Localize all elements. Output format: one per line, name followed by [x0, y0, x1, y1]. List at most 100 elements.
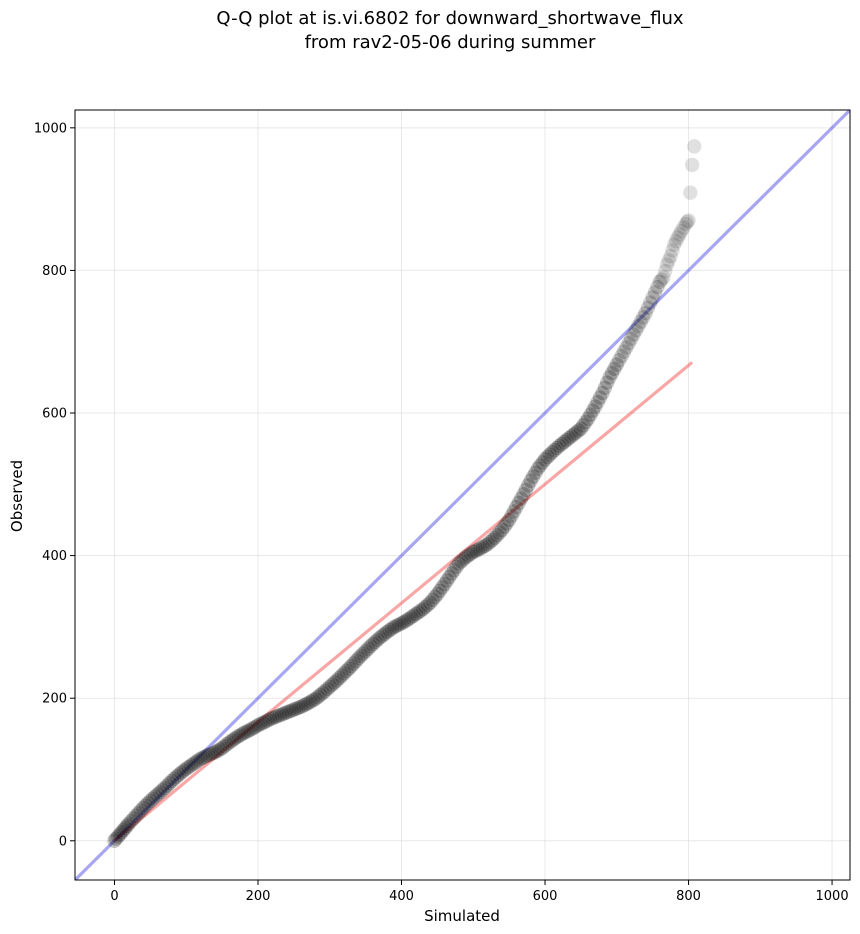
- qq-point: [257, 714, 273, 729]
- qq-point: [389, 618, 404, 633]
- qq-point: [147, 789, 163, 804]
- qq-point: [564, 429, 579, 444]
- qq-point: [576, 418, 591, 433]
- qq-point: [375, 628, 390, 643]
- qq-point: [200, 748, 215, 763]
- qq-point: [442, 569, 457, 585]
- qq-point: [229, 730, 244, 745]
- qq-point: [525, 469, 541, 484]
- qq-point: [394, 616, 409, 631]
- qq-point: [322, 679, 337, 694]
- qq-point: [267, 710, 282, 725]
- qq-point: [626, 327, 641, 342]
- qq-point: [324, 677, 340, 692]
- qq-point: [666, 237, 682, 252]
- qq-point: [226, 731, 242, 747]
- qq-point: [339, 663, 354, 679]
- qq-point: [468, 543, 483, 559]
- qq-point: [308, 691, 323, 707]
- qq-point: [475, 539, 491, 555]
- qq-point: [152, 785, 168, 800]
- x-tick-label: 600: [533, 889, 558, 904]
- qq-point: [277, 706, 292, 721]
- qq-point: [559, 432, 574, 448]
- qq-point: [236, 725, 251, 741]
- qq-point: [183, 758, 199, 773]
- qq-point: [382, 623, 397, 638]
- qq-point: [243, 722, 259, 737]
- qq-point: [312, 687, 328, 703]
- qq-point: [663, 248, 678, 264]
- qq-point: [291, 700, 306, 715]
- qq-point: [439, 573, 455, 588]
- quantile-points: [107, 139, 702, 848]
- qq-point: [554, 436, 569, 452]
- plot-frame: [74, 109, 851, 881]
- qq-point: [372, 630, 388, 645]
- qq-point: [387, 619, 402, 635]
- qq-point: [320, 681, 335, 697]
- qq-point: [487, 530, 502, 545]
- qq-point: [544, 445, 560, 460]
- y-tick-label: 400: [42, 549, 67, 564]
- qq-point: [650, 279, 665, 295]
- qq-point: [360, 641, 376, 656]
- qq-point: [222, 735, 237, 750]
- qq-point: [674, 224, 689, 239]
- qq-point: [298, 697, 314, 712]
- qq-point: [628, 323, 644, 338]
- qq-point: [181, 759, 196, 775]
- qq-point: [485, 532, 500, 548]
- qq-point: [284, 703, 299, 718]
- qq-point: [119, 818, 135, 834]
- qq-point: [540, 449, 555, 465]
- qq-point: [504, 508, 519, 523]
- qq-point: [478, 538, 493, 553]
- qq-point: [658, 263, 673, 279]
- qq-point: [561, 431, 577, 446]
- y-tick-label: 800: [42, 264, 67, 279]
- qq-point: [396, 614, 412, 630]
- qq-point: [234, 727, 249, 742]
- qq-point: [556, 434, 572, 450]
- qq-point: [499, 516, 514, 531]
- qq-point: [656, 270, 671, 285]
- qq-point: [552, 438, 567, 454]
- qq-point: [341, 661, 357, 676]
- y-axis-ticks: 0 200 400 600 800 1000: [34, 121, 75, 849]
- qq-point: [272, 708, 287, 723]
- qq-point: [604, 365, 620, 381]
- qq-point: [138, 798, 153, 813]
- qq-point: [434, 580, 450, 595]
- qq-point: [458, 549, 474, 565]
- qq-point: [346, 656, 361, 671]
- qq-point: [592, 390, 608, 405]
- qq-point: [461, 548, 476, 563]
- qq-point: [466, 544, 481, 560]
- identity-line: [75, 110, 850, 880]
- qq-point: [317, 683, 333, 699]
- qq-point: [379, 624, 395, 640]
- qq-point: [463, 546, 479, 561]
- qq-point: [262, 712, 278, 727]
- x-axis-ticks: 0 200 400 600 800 1000: [110, 880, 849, 904]
- qq-point: [537, 452, 553, 467]
- qq-point: [611, 353, 627, 368]
- x-axis-label: Simulated: [424, 907, 500, 925]
- qq-point: [518, 482, 534, 497]
- qq-point: [217, 739, 232, 754]
- qq-point: [609, 357, 624, 372]
- qq-point: [248, 719, 263, 734]
- qq-point: [279, 705, 294, 720]
- qq-point: [659, 257, 675, 272]
- qq-point: [645, 290, 660, 305]
- qq-point: [408, 606, 424, 622]
- qq-point: [231, 728, 247, 744]
- qq-point: [164, 773, 180, 789]
- qq-point: [623, 331, 639, 347]
- x-tick-label: 800: [676, 889, 701, 904]
- qq-point: [571, 423, 586, 438]
- qq-point: [112, 827, 128, 842]
- qq-point: [595, 385, 610, 401]
- qq-point: [597, 380, 613, 396]
